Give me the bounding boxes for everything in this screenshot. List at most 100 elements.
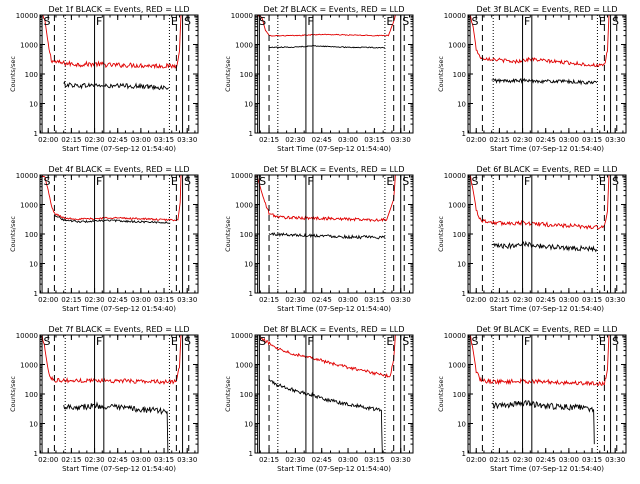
marker-label: S <box>612 175 619 188</box>
plot-area <box>41 175 182 224</box>
x-tick-label: 03:30 <box>177 296 197 304</box>
x-tick-label: 03:30 <box>605 136 625 144</box>
series-line-events <box>268 378 383 453</box>
panel-title: Det 9f BLACK = Events, RED = LLD <box>476 325 617 334</box>
y-axis-label: Counts/sec <box>437 216 445 252</box>
y-tick-label: 1000 <box>235 202 253 210</box>
y-tick-label: 1 <box>249 130 253 138</box>
marker-label: S <box>612 335 619 348</box>
series-line-lld <box>41 335 182 385</box>
x-tick-label: 02:15 <box>61 296 81 304</box>
series-line-lld <box>469 15 610 68</box>
x-tick-label: 02:45 <box>108 136 128 144</box>
x-tick-label: 02:30 <box>285 456 305 464</box>
y-axis-label: Counts/sec <box>224 216 232 252</box>
x-axis-label: Start Time (07-Sep-12 01:54:40) <box>277 145 391 153</box>
x-tick-label: 03:00 <box>131 296 151 304</box>
marker-label: S <box>612 15 619 28</box>
x-tick-label: 02:45 <box>536 456 556 464</box>
x-tick-label: 02:45 <box>312 296 332 304</box>
x-tick-label: 02:15 <box>259 456 279 464</box>
x-tick-label: 02:15 <box>259 296 279 304</box>
marker-label: S <box>472 15 479 28</box>
y-tick-label: 100 <box>25 71 38 79</box>
plot-area <box>469 335 610 445</box>
y-tick-label: 1000 <box>20 42 38 50</box>
y-axis-label: Counts/sec <box>224 376 232 412</box>
x-tick-label: 03:00 <box>338 296 358 304</box>
x-tick-label: 03:00 <box>338 136 358 144</box>
x-tick-label: 03:00 <box>131 136 151 144</box>
marker-label: S <box>184 335 191 348</box>
panel-title: Det 2f BLACK = Events, RED = LLD <box>263 5 404 14</box>
panel-title: Det 7f BLACK = Events, RED = LLD <box>48 325 189 334</box>
plot-frame <box>467 334 627 454</box>
x-tick-label: 03:00 <box>559 456 579 464</box>
y-tick-label: 10 <box>457 421 466 429</box>
panel-title: Det 8f BLACK = Events, RED = LLD <box>263 325 404 334</box>
marker-label: S <box>259 175 266 188</box>
marker-label: S <box>184 15 191 28</box>
y-axis-label: Counts/sec <box>9 376 17 412</box>
y-tick-label: 10000 <box>444 332 466 340</box>
marker-label: F <box>524 15 530 28</box>
x-tick-label: 03:30 <box>605 456 625 464</box>
x-tick-label: 03:30 <box>177 456 197 464</box>
marker-label: F <box>307 175 313 188</box>
x-tick-label: 02:15 <box>489 296 509 304</box>
y-tick-label: 1 <box>34 290 38 298</box>
marker-label: S <box>184 175 191 188</box>
x-tick-label: 02:30 <box>84 136 104 144</box>
y-tick-label: 100 <box>240 391 253 399</box>
plot-area <box>256 15 396 49</box>
y-tick-label: 10000 <box>16 12 38 20</box>
x-tick-label: 02:15 <box>259 136 279 144</box>
y-tick-label: 1 <box>34 130 38 138</box>
y-tick-label: 1000 <box>448 362 466 370</box>
x-tick-label: 03:15 <box>154 296 174 304</box>
y-tick-label: 1 <box>462 450 466 458</box>
marker-label: E <box>171 15 178 28</box>
series-line-lld <box>469 335 610 387</box>
plot-frame <box>39 334 199 454</box>
marker-label: S <box>402 15 409 28</box>
x-tick-label: 03:30 <box>391 296 411 304</box>
x-tick-label: 02:15 <box>61 136 81 144</box>
series-line-lld <box>42 15 182 70</box>
x-tick-label: 02:30 <box>512 136 532 144</box>
y-tick-label: 10000 <box>231 332 253 340</box>
series-line-lld <box>469 175 610 230</box>
marker-label: F <box>524 175 530 188</box>
series-line-events <box>491 77 598 86</box>
x-axis-label: Start Time (07-Sep-12 01:54:40) <box>490 465 604 473</box>
x-tick-label: 02:45 <box>312 136 332 144</box>
y-tick-label: 1 <box>462 290 466 298</box>
series-line-lld <box>259 335 396 379</box>
y-tick-label: 10 <box>244 101 253 109</box>
x-tick-label: 02:45 <box>108 296 128 304</box>
y-tick-label: 10 <box>244 261 253 269</box>
marker-label: F <box>307 15 313 28</box>
x-tick-label: 02:00 <box>466 296 486 304</box>
marker-label: S <box>472 335 479 348</box>
x-tick-label: 02:00 <box>38 456 58 464</box>
marker-label: E <box>599 175 606 188</box>
x-axis-label: Start Time (07-Sep-12 01:54:40) <box>490 145 604 153</box>
y-tick-label: 1000 <box>235 362 253 370</box>
y-tick-label: 100 <box>25 231 38 239</box>
plot-frame <box>467 174 627 294</box>
x-tick-label: 03:30 <box>391 456 411 464</box>
x-tick-label: 02:30 <box>285 136 305 144</box>
x-tick-label: 03:15 <box>582 136 602 144</box>
x-tick-label: 03:30 <box>391 136 411 144</box>
y-tick-label: 1000 <box>20 202 38 210</box>
series-line-events <box>491 240 598 253</box>
y-tick-label: 100 <box>453 391 466 399</box>
x-axis-label: Start Time (07-Sep-12 01:54:40) <box>277 305 391 313</box>
panel-title: Det 6f BLACK = Events, RED = LLD <box>476 165 617 174</box>
plot-frame <box>39 174 199 294</box>
marker-label: F <box>307 335 313 348</box>
y-tick-label: 10 <box>29 101 38 109</box>
